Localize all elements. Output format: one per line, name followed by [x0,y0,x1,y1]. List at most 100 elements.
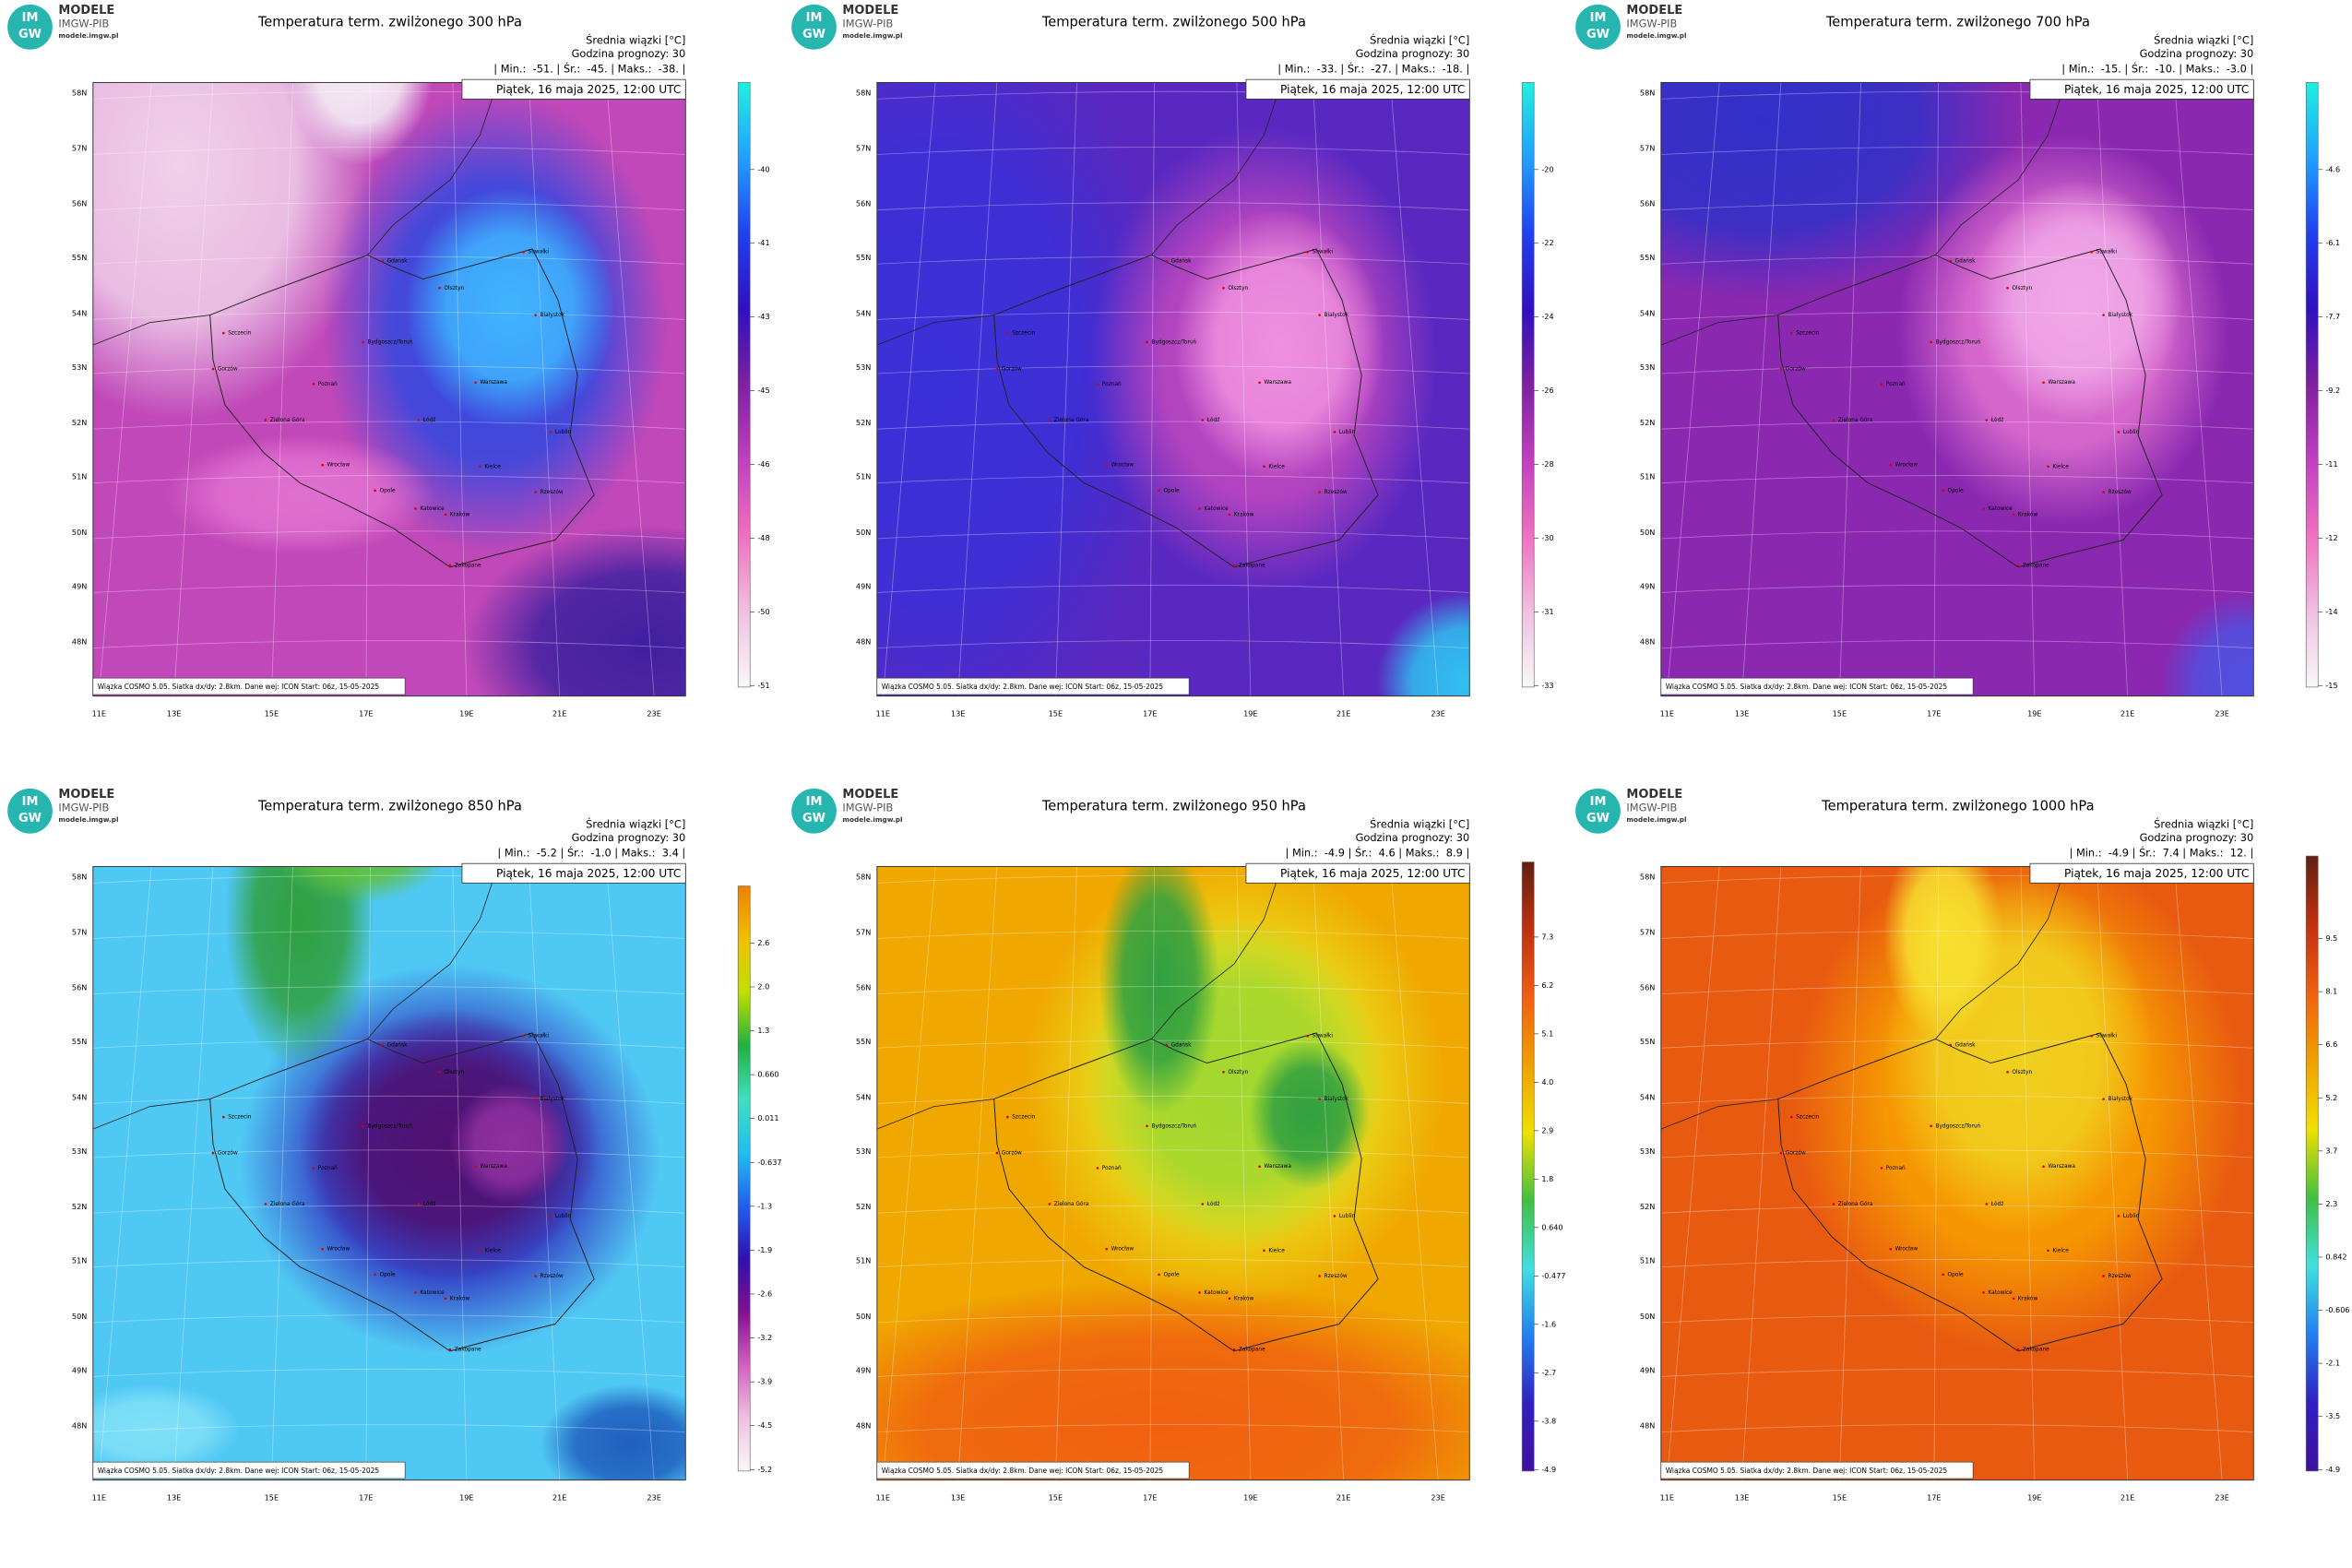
graticule [98,866,152,1480]
lat-label: 48N [72,1421,87,1431]
graticule [957,82,998,696]
stats: | Min.: -33. | Śr.: -27. | Maks.: -18. | [1277,61,1469,76]
logo-name: MODELE [842,4,898,18]
city-dot [2016,564,2020,567]
graticule [1660,311,2254,320]
graticule [1149,866,1155,1480]
map-frame [92,865,686,1481]
graticule [1660,475,2254,484]
city-dot [1949,259,1953,263]
city-dot [2102,1275,2105,1277]
city-label: Katowice [1204,1290,1229,1296]
colorbar-tick-label: 3.7 [2325,1146,2337,1155]
lat-label: 49N [856,1365,871,1374]
city-label: Poznań [1886,1165,1906,1171]
lon-label: 11E [92,709,106,719]
graticule [1313,82,1345,696]
colorbar-tick-label: 2.9 [1541,1125,1553,1134]
lon-label: 11E [876,1493,890,1503]
forecast-hour: Godzina prognozy: 30 [1356,831,1470,844]
city-label: Wrocław [1895,463,1918,469]
city-dot [1942,1273,1944,1277]
city-dot [362,1124,364,1128]
field-area [1376,592,1470,696]
city-dot [312,1167,315,1170]
city-dot [1146,340,1148,344]
colorbar-tick-label: -14 [2325,607,2337,616]
lat-label: 49N [72,1365,87,1374]
city-label: Szczecin [1796,1115,1819,1121]
colorbar-tick-label: -9.2 [2325,386,2340,395]
city-label: Rzeszów [540,489,564,495]
lon-label: 17E [359,709,373,719]
lat-label: 58N [856,872,871,881]
graticule [1660,255,2254,265]
graticule [452,866,468,1480]
map-frame [1660,81,2254,697]
field-area [164,434,435,555]
city-dot [1165,1043,1169,1047]
panel-title: Temperatura term. zwilżonego 1000 hPa [1821,798,2094,814]
city-label: Lublin [1339,430,1356,435]
city-dot [444,513,447,517]
city-label: Olsztyn [1228,1070,1248,1075]
city-label: Gorzów [1002,366,1022,373]
date: Piątek, 16 maja 2025, 12:00 UTC [2064,867,2249,880]
city-dot [1306,1034,1309,1038]
city-dot [1258,381,1261,385]
city-label: Warszawa [2048,380,2075,386]
graticule [173,82,214,696]
city-dot [1306,250,1309,254]
city-dot [1889,463,1892,467]
city-dot [381,1043,385,1047]
lon-label: 17E [1927,709,1941,719]
lon-label: 13E [1735,709,1749,719]
graticule [957,866,998,1480]
city-dot [1198,507,1201,510]
graticule [882,82,936,696]
city-label: Gorzów [218,1150,238,1157]
city-label: Szczecin [1012,331,1035,337]
graticule [1236,82,1252,696]
lat-label: 57N [1640,144,1655,153]
graticule [270,82,293,696]
city-dot [2090,250,2093,254]
logo-org: IMGW-PIB [1626,802,1677,814]
city-dot [321,463,324,467]
graticule [1666,866,1720,1480]
lon-label: 19E [459,709,473,719]
city-label: Zakopane [455,564,481,569]
graticule [92,640,686,649]
graticule [1660,202,2254,211]
city-dot [1232,1348,1236,1351]
lat-label: 53N [1640,362,1655,372]
logo-mark-text: GW [1586,28,1610,42]
city-dot [1779,367,1783,371]
city-dot [549,1215,552,1218]
lon-label: 15E [1049,709,1063,719]
city-dot [414,507,417,510]
city-label: Rzeszów [2108,1273,2132,1279]
graticule [876,311,1470,320]
lon-label: 13E [167,1493,181,1503]
city-label: Wrocław [327,463,350,469]
graticule [1666,82,1720,696]
colorbar [737,885,751,1472]
forecast-hour: Godzina prognozy: 30 [2140,831,2254,844]
footer: Wiązka COSMO 5.05. Siatka dx/dy: 2.8km. … [1666,1467,1948,1475]
logo-mark [1575,4,1621,50]
lat-label: 58N [1640,872,1655,881]
city-label: Kielce [2052,1248,2069,1253]
logo-mark [791,788,837,834]
colorbar-tick-label: 7.3 [1541,932,1553,941]
graticule [1390,82,1439,696]
colorbar-tick-label: -20 [1541,164,1553,173]
city-dot [1258,1165,1261,1169]
colorbar-tick-label: -33 [1541,681,1553,690]
city-label: Zakopane [455,1348,481,1353]
footer: Wiązka COSMO 5.05. Siatka dx/dy: 2.8km. … [1666,683,1948,691]
city-dot [1228,1297,1231,1301]
city-dot [362,340,364,344]
city-dot [2042,1165,2045,1169]
